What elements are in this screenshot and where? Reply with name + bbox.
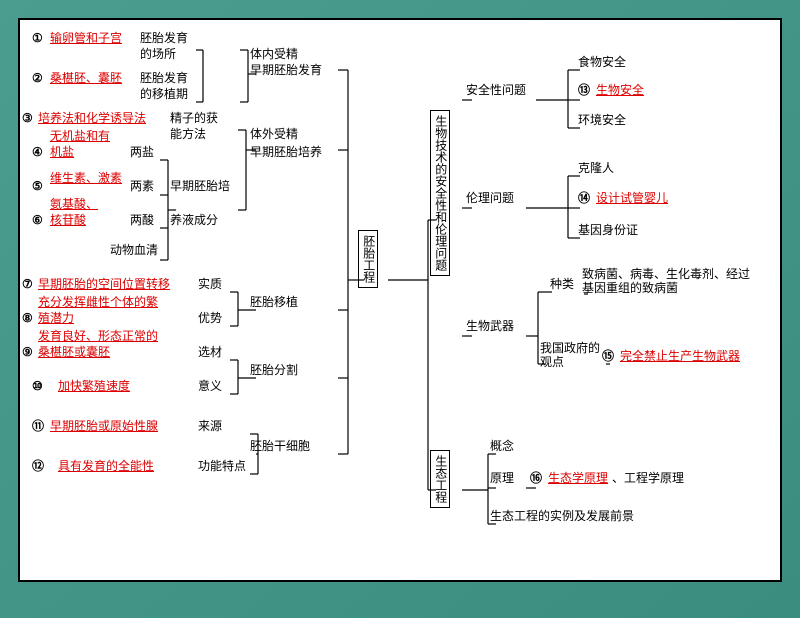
ge: 胚胎移植: [250, 296, 298, 310]
num-16: ⑯: [530, 472, 542, 486]
gb: 早期胚胎发育: [250, 64, 322, 78]
ethics-0: 克隆人: [578, 162, 614, 176]
ga: 体内受精: [250, 48, 298, 62]
b6: 两酸: [130, 214, 154, 228]
red-4b: 机盐: [50, 146, 74, 160]
center-c: 生态工程: [430, 450, 450, 508]
red-8a: 充分发挥雌性个体的繁: [38, 296, 158, 310]
num-1: ①: [32, 32, 43, 46]
num-8: ⑧: [22, 312, 33, 326]
num-14: ⑭: [578, 192, 590, 206]
gg: 胚胎干细胞: [250, 440, 310, 454]
eco-a: 概念: [490, 440, 514, 454]
ethics-title: 伦理问题: [466, 192, 514, 206]
safety-1: 环境安全: [578, 114, 626, 128]
mid-b: 养液成分: [170, 214, 218, 228]
red-7: 早期胚胎的空间位置转移: [38, 278, 170, 292]
b9: 选材: [198, 346, 222, 360]
red-9b: 桑椹胚或囊胚: [38, 346, 110, 360]
b11: 来源: [198, 420, 222, 434]
gd: 早期胚胎培养: [250, 146, 322, 160]
red-6a: 氨基酸、: [50, 198, 98, 212]
mid-a: 早期胚胎培: [170, 180, 230, 194]
red-10: 加快繁殖速度: [58, 380, 130, 394]
safety-title: 安全性问题: [466, 84, 526, 98]
num-6: ⑥: [32, 214, 43, 228]
b2b: 的移植期: [140, 88, 188, 102]
extra-blood: 动物血清: [110, 244, 158, 258]
center-b: 生物技术的安全性和伦理问题: [430, 110, 450, 276]
ethics-1: 基因身份证: [578, 224, 638, 238]
red-15: 完全禁止生产生物武器: [620, 350, 740, 364]
b7: 实质: [198, 278, 222, 292]
weapon-title: 生物武器: [466, 320, 514, 334]
red-1: 输卵管和子宫: [50, 32, 122, 46]
b4: 两盐: [130, 146, 154, 160]
red-9a: 发育良好、形态正常的: [38, 330, 158, 344]
red-5: 维生素、激素: [50, 172, 122, 186]
num-15: ⑮: [602, 350, 614, 364]
num-4: ④: [32, 146, 43, 160]
num-3: ③: [22, 112, 33, 126]
num-9: ⑨: [22, 346, 33, 360]
b3a: 精子的获: [170, 112, 218, 126]
b1a: 胚胎发育: [140, 32, 188, 46]
red-14: 设计试管婴儿: [596, 192, 668, 206]
b2a: 胚胎发育: [140, 72, 188, 86]
num-7: ⑦: [22, 278, 33, 292]
red-3: 培养法和化学诱导法: [38, 112, 146, 126]
red-16: 生态学原理: [548, 472, 608, 486]
weapon-kind: 种类: [550, 278, 574, 292]
eco-extra: 、工程学原理: [612, 472, 684, 486]
red-11: 早期胚胎或原始性腺: [50, 420, 158, 434]
safety-0: 食物安全: [578, 56, 626, 70]
center-a: 胚胎工程: [358, 230, 378, 288]
eco-b: 原理: [490, 472, 514, 486]
num-13: ⑬: [578, 84, 590, 98]
red-2: 桑椹胚、囊胚: [50, 72, 122, 86]
gf: 胚胎分割: [250, 364, 298, 378]
num-5: ⑤: [32, 180, 43, 194]
weapon-gov: 我国政府的观点: [540, 342, 600, 370]
red-13: 生物安全: [596, 84, 644, 98]
b1b: 的场所: [140, 48, 176, 62]
b5: 两素: [130, 180, 154, 194]
num-2: ②: [32, 72, 43, 86]
b8: 优势: [198, 312, 222, 326]
num-10: ⑩: [32, 380, 43, 394]
red-8b: 殖潜力: [38, 312, 74, 326]
b10: 意义: [198, 380, 222, 394]
gc: 体外受精: [250, 128, 298, 142]
num-12: ⑫: [32, 460, 44, 474]
b3b: 能方法: [170, 128, 206, 142]
red-12: 具有发育的全能性: [58, 460, 154, 474]
weapon-kinds: 致病菌、病毒、生化毒剂、经过基因重组的致病菌: [582, 268, 752, 296]
num-11: ⑪: [32, 420, 44, 434]
eco-c: 生态工程的实例及发展前景: [490, 510, 634, 524]
red-4a: 无机盐和有: [50, 130, 110, 144]
b12: 功能特点: [198, 460, 246, 474]
red-6b: 核苷酸: [50, 214, 86, 228]
